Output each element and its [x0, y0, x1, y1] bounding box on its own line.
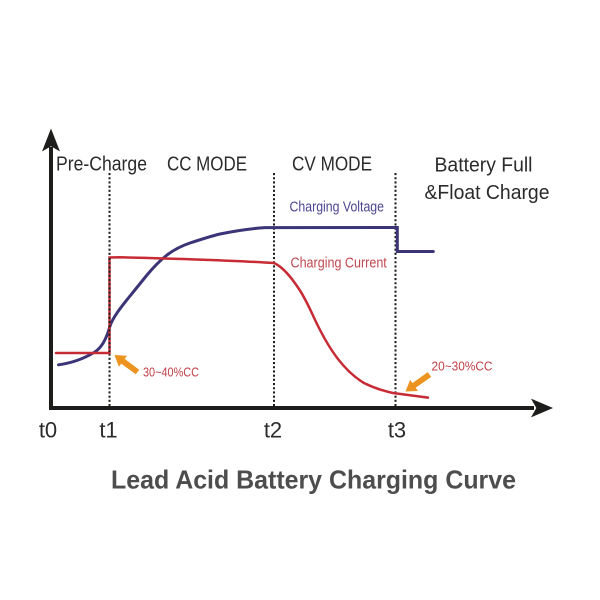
- svg-text:Battery Full: Battery Full: [435, 155, 533, 177]
- svg-text:Lead Acid Battery Charging Cur: Lead Acid Battery Charging Curve: [111, 465, 516, 495]
- svg-text:t1: t1: [99, 418, 117, 443]
- svg-text:Charging Current: Charging Current: [291, 255, 387, 271]
- svg-text:t2: t2: [264, 418, 282, 443]
- svg-text:CC MODE: CC MODE: [167, 154, 247, 176]
- svg-text:CV MODE: CV MODE: [292, 154, 372, 176]
- svg-text:20~30%CC: 20~30%CC: [432, 360, 493, 374]
- svg-text:30~40%CC: 30~40%CC: [143, 366, 199, 380]
- svg-text:Pre-Charge: Pre-Charge: [56, 154, 147, 176]
- svg-text:t0: t0: [39, 418, 57, 443]
- svg-text:t3: t3: [388, 418, 406, 443]
- svg-text:&Float Charge: &Float Charge: [425, 182, 550, 204]
- svg-text:Charging Voltage: Charging Voltage: [290, 199, 385, 215]
